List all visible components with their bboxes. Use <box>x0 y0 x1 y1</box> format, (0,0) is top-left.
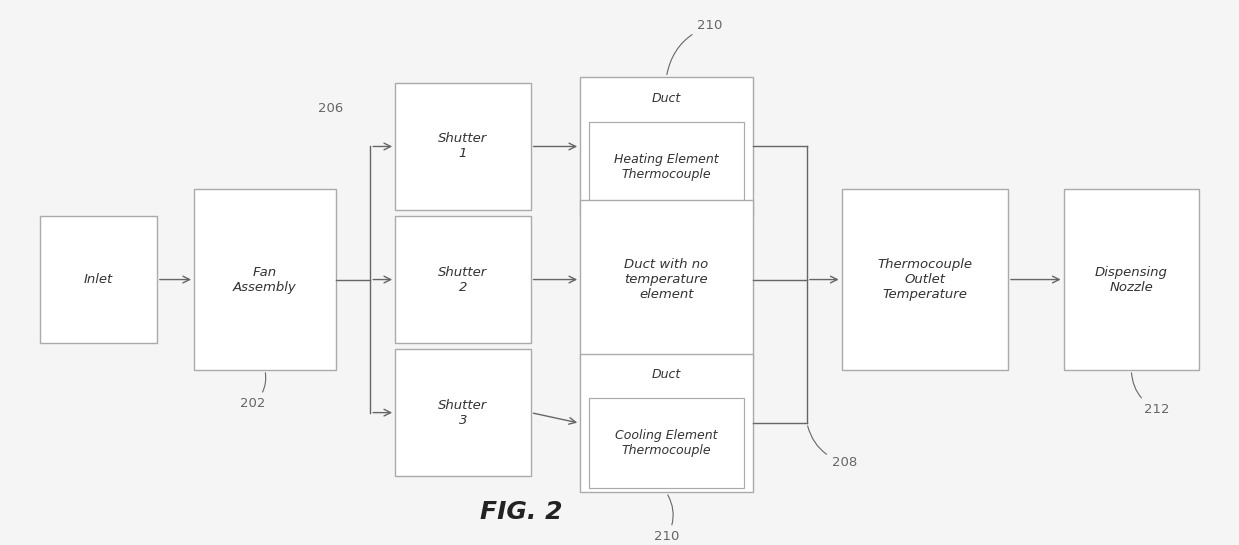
Text: 202: 202 <box>240 373 265 410</box>
FancyBboxPatch shape <box>395 349 530 476</box>
Text: Cooling Element
Thermocouple: Cooling Element Thermocouple <box>615 429 717 457</box>
Text: Shutter
3: Shutter 3 <box>439 398 487 427</box>
Text: 210: 210 <box>654 495 679 543</box>
Text: Duct: Duct <box>652 368 681 381</box>
FancyBboxPatch shape <box>580 354 753 493</box>
Text: 206: 206 <box>318 101 343 114</box>
FancyBboxPatch shape <box>395 83 530 210</box>
FancyBboxPatch shape <box>1063 189 1199 370</box>
Text: Duct: Duct <box>652 92 681 105</box>
Text: 210: 210 <box>667 20 722 75</box>
FancyBboxPatch shape <box>195 189 336 370</box>
FancyBboxPatch shape <box>589 398 745 488</box>
Text: Heating Element
Thermocouple: Heating Element Thermocouple <box>615 153 719 180</box>
Text: 208: 208 <box>808 426 857 469</box>
FancyBboxPatch shape <box>40 216 157 343</box>
Text: Shutter
1: Shutter 1 <box>439 132 487 160</box>
Text: Fan
Assembly: Fan Assembly <box>233 265 297 294</box>
FancyBboxPatch shape <box>841 189 1009 370</box>
Text: 212: 212 <box>1131 373 1170 416</box>
FancyBboxPatch shape <box>580 199 753 359</box>
Text: Dispensing
Nozzle: Dispensing Nozzle <box>1095 265 1168 294</box>
FancyBboxPatch shape <box>580 77 753 216</box>
Text: Shutter
2: Shutter 2 <box>439 265 487 294</box>
Text: Inlet: Inlet <box>84 273 113 286</box>
Text: Thermocouple
Outlet
Temperature: Thermocouple Outlet Temperature <box>877 258 973 301</box>
FancyBboxPatch shape <box>395 216 530 343</box>
FancyBboxPatch shape <box>589 122 745 211</box>
Text: Duct with no
temperature
element: Duct with no temperature element <box>624 258 709 301</box>
Text: FIG. 2: FIG. 2 <box>479 500 563 524</box>
